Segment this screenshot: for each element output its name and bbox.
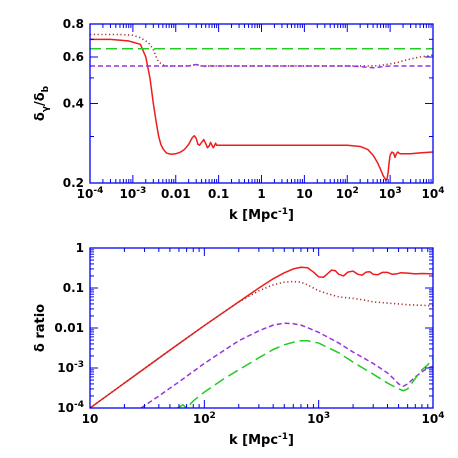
- x-ticks: [89, 24, 434, 183]
- x-tick-label: 104: [422, 186, 445, 201]
- x-tick-label: 10-3: [120, 186, 147, 201]
- x-axis-label: k [Mpc-1]: [229, 207, 294, 223]
- x-tick-label: 0.01: [161, 187, 191, 201]
- x-tick-label: 0.1: [208, 187, 229, 201]
- y-tick-label: 0.1: [63, 281, 84, 295]
- series-line-solid: [90, 266, 433, 408]
- y-axis-label: δ ratio: [33, 304, 48, 352]
- x-tick-label: 104: [422, 411, 445, 426]
- x-tick-label: 103: [379, 186, 402, 201]
- series-group: [90, 266, 433, 408]
- y-tick-label: 0.6: [63, 50, 84, 64]
- y-tick-label: 0.01: [54, 321, 84, 335]
- x-tick-label: 103: [307, 411, 330, 426]
- series-line-long-dash: [176, 340, 433, 408]
- series-line-short-dash: [140, 322, 433, 408]
- y-tick-label: 0.8: [63, 17, 84, 31]
- y-tick-label: 0.2: [63, 176, 84, 190]
- y-tick-label: 10-4: [57, 400, 84, 415]
- x-tick-label: 10: [82, 412, 99, 426]
- y-ticks: [90, 247, 433, 409]
- x-tick-label: 10: [296, 187, 313, 201]
- y-tick-label: 0.4: [63, 97, 84, 111]
- x-axis-label: k [Mpc-1]: [229, 432, 294, 448]
- y-axis-label: δγ/δb: [33, 85, 51, 121]
- x-tick-label: 1: [257, 187, 265, 201]
- y-ticks: [90, 23, 433, 184]
- series-line-solid: [90, 38, 433, 181]
- panel-bottom: 10 102 103 104 10-4 10-3 0.01 0.1 1 k [Mpc-1] δ ra…: [33, 241, 444, 448]
- series-group: [90, 33, 433, 181]
- series-line-dotted: [90, 33, 433, 68]
- x-tick-label: 102: [336, 186, 359, 201]
- y-tick-label: 1: [76, 241, 84, 255]
- series-line-short-dash: [90, 63, 433, 69]
- x-tick-label: 102: [193, 411, 216, 426]
- y-tick-label: 10-3: [57, 360, 84, 375]
- series-line-dotted: [90, 280, 433, 408]
- panel-top: 10-4 10-3 0.01 0.1 1 10 102 103 104 0.2 0.4 0.6 0.8 k…: [33, 17, 444, 223]
- x-tick-label: 10-4: [77, 186, 104, 201]
